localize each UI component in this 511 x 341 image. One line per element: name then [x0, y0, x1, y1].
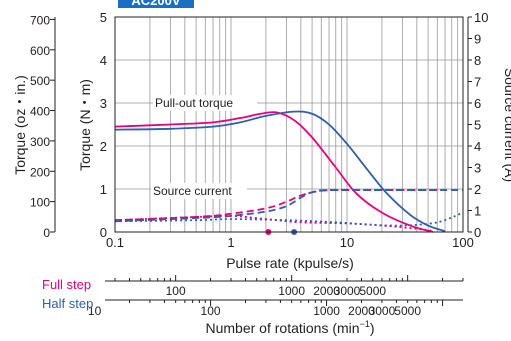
plot-frame	[114, 16, 464, 233]
series-full-current-low	[114, 214, 434, 232]
y-tick-label-current: 5	[474, 118, 481, 133]
annotation-pullout-bg	[153, 95, 257, 111]
y-tick-label-current: 7	[474, 75, 481, 90]
y-axis-label-current: Source current (A)	[502, 68, 511, 182]
half-step-label: Half step	[42, 296, 93, 311]
rotation-tick-label: 100	[166, 284, 186, 298]
annotation-pullout: Pull-out torque	[155, 96, 233, 110]
rotation-tick-label: 2000	[348, 304, 375, 318]
rotation-label-sup: −1	[360, 319, 370, 329]
y-tick-label-current: 10	[474, 10, 488, 25]
annotation-current-bg	[151, 183, 247, 199]
header-tag-bg	[118, 0, 194, 8]
rotation-tick-label: 3000	[334, 284, 361, 298]
series-half-current	[114, 189, 463, 223]
rotation-axis-label: Number of rotations (min−1)	[206, 319, 375, 336]
rotation-tick-label: 1000	[313, 304, 340, 318]
series-full-pullout	[114, 111, 434, 233]
rotation-tick-label: 3000	[369, 304, 396, 318]
x-tick-label: 1	[227, 235, 234, 250]
rotation-tick-label: 5000	[359, 284, 386, 298]
y-tick-label-nm: 0	[100, 225, 107, 240]
x-tick-label: 10	[340, 235, 354, 250]
rotation-label-close: )	[370, 320, 375, 336]
x-axis-label: Pulse rate (kpulse/s)	[226, 255, 354, 271]
y-tick-label-current: 3	[474, 161, 481, 176]
y-tick-label-nm: 5	[100, 10, 107, 25]
y-tick-label-ozin: 600	[30, 44, 50, 58]
y-tick-label-current: 0	[474, 225, 481, 240]
rotation-tick-label: 2000	[313, 284, 340, 298]
series-full-current	[114, 189, 438, 222]
header-tag: AC200V	[131, 0, 180, 8]
rotation-label-main: Number of rotations (min	[206, 320, 360, 336]
y-tick-label-ozin: 200	[30, 165, 50, 179]
y-tick-label-nm: 1	[100, 182, 107, 197]
y-tick-label-ozin: 700	[30, 13, 50, 27]
full-step-label: Full step	[42, 277, 91, 292]
y-axis-label-ozin: Torque (oz・in.)	[12, 75, 28, 175]
y-tick-label-current: 4	[474, 139, 481, 154]
y-tick-label-nm: 2	[100, 139, 107, 154]
y-tick-label-current: 8	[474, 53, 481, 68]
rotation-tick-label: 10	[88, 304, 102, 318]
y-axis-label-nm: Torque (N・m)	[77, 79, 93, 171]
y-tick-label-current: 1	[474, 204, 481, 219]
x-tick-label: 0.1	[106, 235, 124, 250]
y-tick-label-ozin: 100	[30, 196, 50, 210]
rotation-tick-label: 1000	[278, 284, 305, 298]
y-tick-label-ozin: 300	[30, 135, 50, 149]
y-tick-label-ozin: 500	[30, 74, 50, 88]
x-tick-label: 100	[452, 235, 474, 250]
rotation-tick-label: 5000	[394, 304, 421, 318]
y-tick-label-ozin: 400	[30, 105, 50, 119]
series-half-current-low	[114, 211, 464, 227]
y-tick-label-current: 6	[474, 96, 481, 111]
y-tick-label-nm: 4	[100, 53, 107, 68]
y-tick-label-current: 2	[474, 182, 481, 197]
rotation-tick-label: 100	[201, 304, 221, 318]
annotation-current: Source current	[153, 184, 232, 198]
series-group	[114, 110, 464, 235]
axes: 0.1 1 10 1000123450100200300400500600700012…	[30, 10, 489, 318]
y-tick-label-ozin: 0	[43, 226, 50, 240]
y-tick-label-current: 9	[474, 32, 481, 47]
series-half-pullout	[114, 110, 446, 232]
y-tick-label-nm: 3	[100, 96, 107, 111]
